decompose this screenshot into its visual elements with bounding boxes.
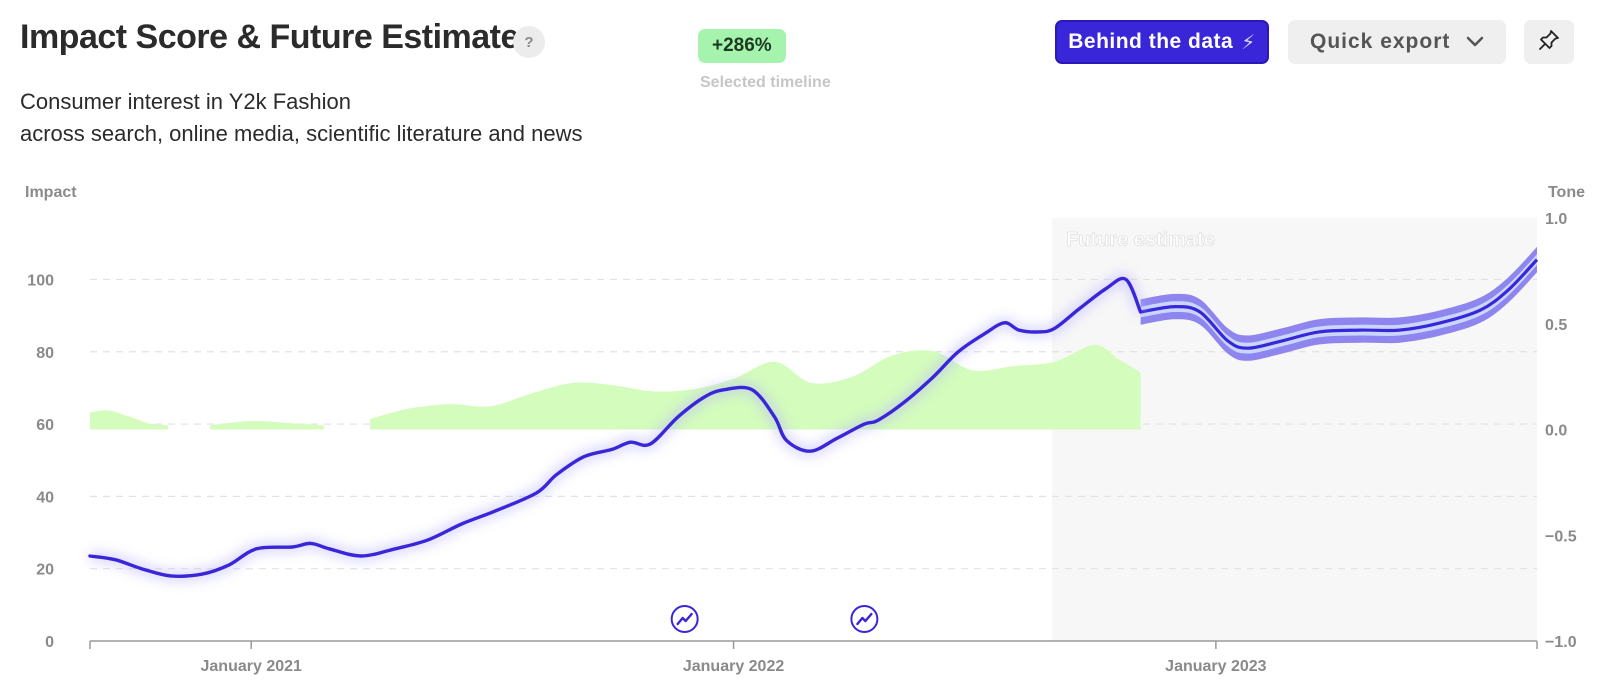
- right-tick-label: 0.5: [1545, 317, 1567, 334]
- left-tick-label: 0: [45, 634, 54, 651]
- chart-title: Impact Score & Future Estimate: [20, 18, 519, 56]
- behind-the-data-button[interactable]: Behind the data ⚡︎: [1055, 20, 1269, 64]
- right-axis-label: Tone: [1548, 184, 1585, 201]
- growth-badge: +286%: [698, 29, 786, 63]
- right-tick-label: 1.0: [1545, 211, 1567, 228]
- right-tick-label: −0.5: [1545, 528, 1577, 545]
- quick-export-button[interactable]: Quick export: [1288, 20, 1506, 64]
- forecast-band-outer: [1140, 246, 1537, 361]
- lightning-icon: ⚡︎: [1241, 31, 1256, 54]
- trend-up-icon[interactable]: [670, 605, 699, 633]
- left-tick-label: 40: [36, 489, 54, 506]
- behind-the-data-label: Behind the data: [1068, 30, 1234, 53]
- subtitle-line-1: Consumer interest in Y2k Fashion: [20, 89, 351, 114]
- chart-subtitle: Consumer interest in Y2k Fashion across …: [20, 86, 583, 150]
- left-tick-label: 80: [36, 345, 54, 362]
- forecast-band-inner: [1140, 254, 1537, 354]
- x-tick-label: January 2022: [683, 658, 785, 675]
- left-tick-label: 100: [27, 272, 54, 289]
- quick-export-label: Quick export: [1310, 30, 1451, 53]
- pin-icon: [1537, 28, 1561, 57]
- left-axis-label: Impact: [25, 184, 77, 201]
- left-tick-label: 60: [36, 417, 54, 434]
- tone-area: [210, 420, 324, 430]
- forecast-label: Future estimate: [1066, 229, 1215, 251]
- subtitle-line-2: across search, online media, scientific …: [20, 121, 583, 146]
- chevron-down-icon: [1466, 30, 1484, 54]
- tone-area: [90, 410, 168, 430]
- x-tick-label: January 2021: [201, 658, 303, 675]
- left-tick-label: 20: [36, 562, 54, 579]
- trend-up-icon[interactable]: [850, 605, 879, 633]
- right-tick-label: 0.0: [1545, 423, 1567, 440]
- forecast-line: [1140, 258, 1539, 350]
- growth-caption: Selected timeline: [700, 74, 831, 91]
- impact-line: [88, 276, 1143, 578]
- right-tick-label: −1.0: [1545, 634, 1577, 651]
- question-icon[interactable]: ?: [513, 26, 545, 58]
- pin-button[interactable]: [1524, 20, 1574, 64]
- x-tick-label: January 2023: [1165, 658, 1267, 675]
